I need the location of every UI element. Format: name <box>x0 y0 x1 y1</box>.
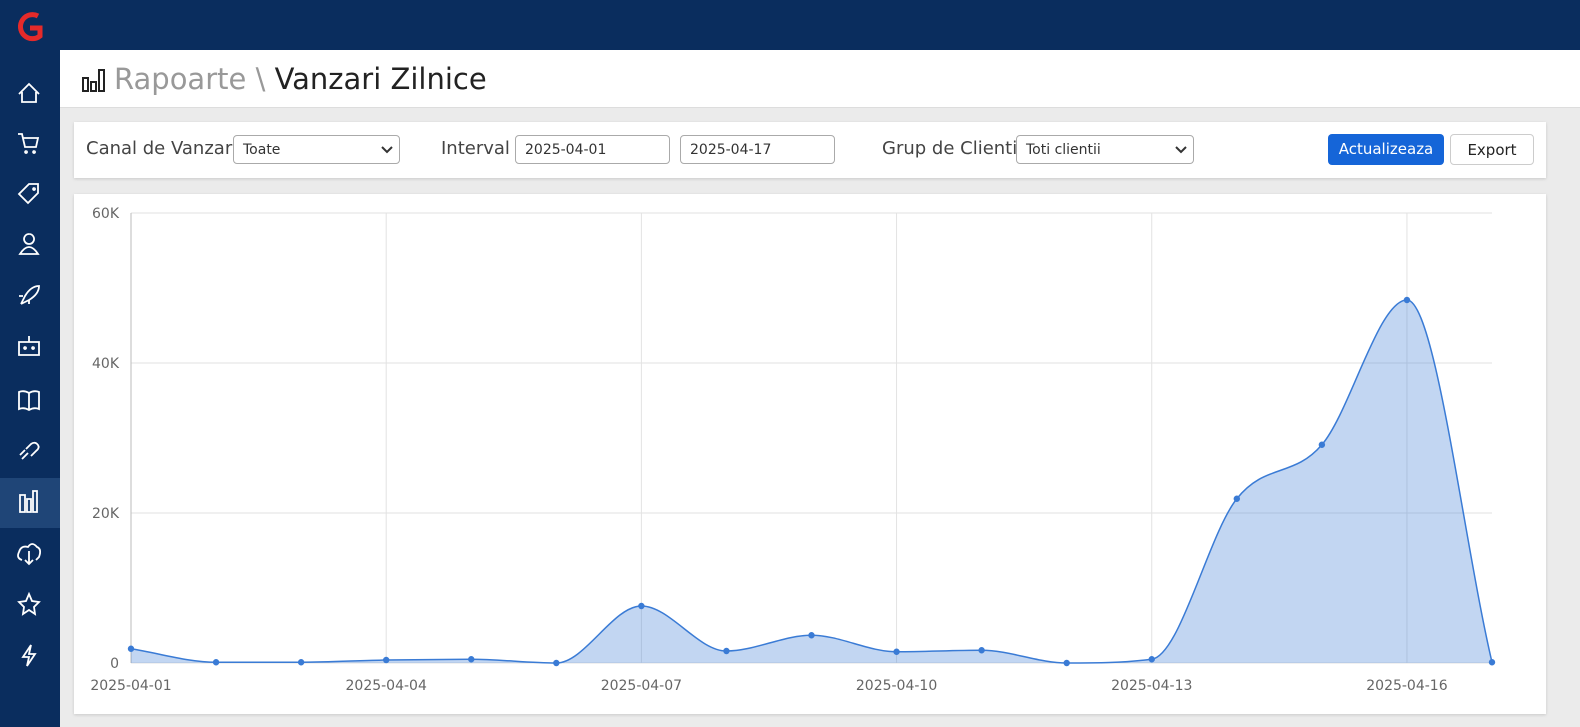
nav-links[interactable] <box>19 441 40 460</box>
point <box>978 647 985 654</box>
breadcrumb-parent[interactable]: Rapoarte <box>114 62 247 96</box>
x-tick-label: 2025-04-04 <box>346 678 427 694</box>
nav-home[interactable] <box>18 82 40 103</box>
interval-label: Interval <box>441 138 510 159</box>
point <box>1488 659 1496 666</box>
nav-icons-lower <box>17 490 42 667</box>
nav-robot[interactable] <box>18 336 40 356</box>
page-title: Vanzari Zilnice <box>274 62 487 96</box>
x-tick-label: 2025-04-07 <box>601 678 682 694</box>
y-tick-label: 40K <box>92 356 120 372</box>
sidebar <box>0 0 60 727</box>
nav-icons <box>17 82 40 460</box>
channel-label: Canal de Vanzari <box>86 138 238 159</box>
point <box>1318 441 1326 448</box>
nav-rocket[interactable] <box>19 285 40 305</box>
point <box>723 647 730 655</box>
channel-select[interactable]: Toate <box>233 135 400 164</box>
report-icon <box>82 69 105 92</box>
nav-tag[interactable] <box>17 183 39 205</box>
x-tick-label: 2025-04-01 <box>90 678 171 694</box>
point <box>638 602 645 610</box>
y-tick-label: 60K <box>92 206 120 222</box>
chart-panel: 0 20K 40K 60K 2025-04-01 2025-04-04 2025-04-07… <box>74 194 1546 714</box>
point <box>553 659 560 667</box>
nav-clients[interactable] <box>18 233 40 255</box>
point <box>1063 659 1070 667</box>
nav-cart[interactable] <box>18 133 40 154</box>
export-button[interactable]: Export <box>1450 134 1534 165</box>
x-tick-label: 2025-04-13 <box>1111 678 1192 694</box>
y-tick-label: 0 <box>110 656 119 672</box>
top-bar <box>60 0 1580 50</box>
point <box>1403 296 1411 304</box>
nav-favorites[interactable] <box>17 591 41 616</box>
point <box>127 645 135 652</box>
point <box>297 659 305 666</box>
page-header: Rapoarte \ Vanzari Zilnice <box>60 50 1580 108</box>
date-from[interactable]: 2025-04-01 <box>515 135 670 164</box>
group-select[interactable]: Toti clientii <box>1016 135 1194 164</box>
point <box>808 632 815 639</box>
logo[interactable] <box>18 12 43 42</box>
nav-active <box>0 478 60 528</box>
x-tick-label: 2025-04-10 <box>856 678 937 694</box>
group-value: Toti clientii <box>1026 142 1101 158</box>
breadcrumb-separator: \ <box>255 62 266 96</box>
point <box>468 656 475 663</box>
nav-reports[interactable] <box>19 490 38 513</box>
update-button[interactable]: Actualizeaza <box>1328 134 1444 165</box>
x-tick-label: 2025-04-16 <box>1366 678 1447 694</box>
point <box>1148 656 1155 663</box>
area-fill <box>131 300 1492 663</box>
breadcrumb: Rapoarte \ Vanzari Zilnice <box>114 62 487 96</box>
point <box>382 656 390 664</box>
nav-catalog[interactable] <box>18 390 40 412</box>
channel-value: Toate <box>243 142 281 158</box>
y-tick-label: 20K <box>92 506 120 522</box>
point <box>212 659 220 666</box>
group-label: Grup de Clienti <box>882 138 1018 159</box>
filter-bar: Canal de Vanzari Toate Interval 2025-04-… <box>74 122 1546 178</box>
chart: 0 20K 40K 60K 2025-04-01 2025-04-04 2025-04-07… <box>90 206 1496 694</box>
point <box>1233 495 1241 502</box>
point <box>893 648 900 655</box>
nav-power[interactable] <box>21 644 37 667</box>
nav-download[interactable] <box>17 543 42 566</box>
date-to[interactable]: 2025-04-17 <box>680 135 835 164</box>
